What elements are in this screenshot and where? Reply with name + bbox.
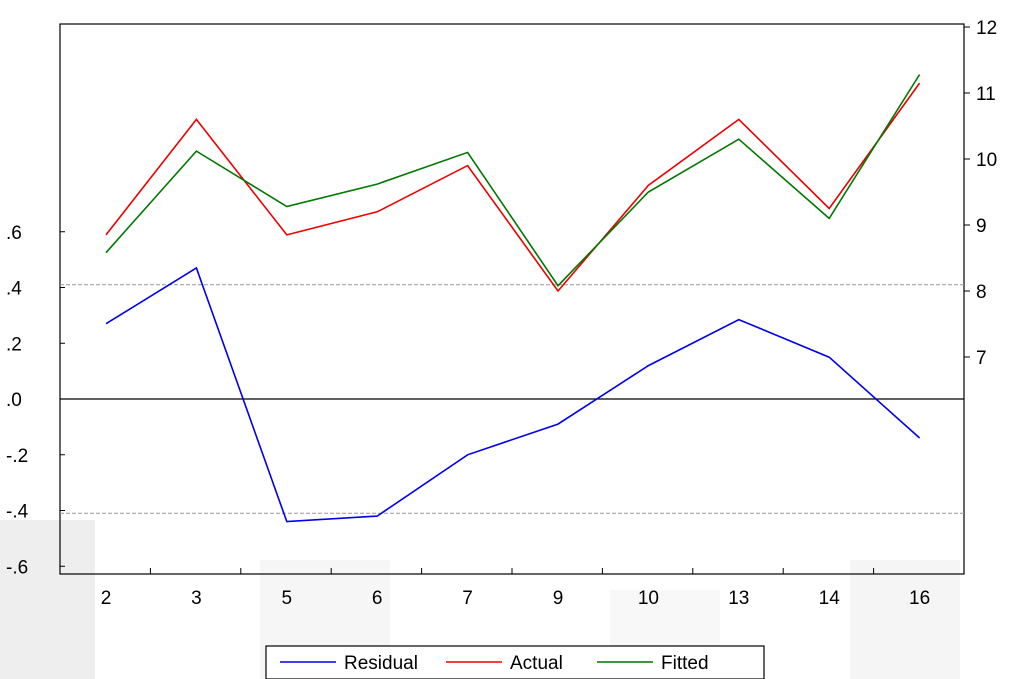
series-line-actual xyxy=(105,82,921,293)
right-axis: 7 8 9 10 11 12 xyxy=(964,18,997,369)
x-tick-label: 7 xyxy=(462,588,473,609)
right-tick-label: 7 xyxy=(976,348,987,369)
x-tick-label: 5 xyxy=(282,588,293,609)
right-tick-label: 9 xyxy=(976,216,987,237)
left-tick-label: .0 xyxy=(6,390,22,411)
right-tick-label: 8 xyxy=(976,282,987,303)
legend-label-fitted: Fitted xyxy=(661,653,709,674)
right-tick-label: 10 xyxy=(976,150,997,171)
x-tick-label: 9 xyxy=(553,588,564,609)
x-tick-label: 16 xyxy=(909,588,930,609)
legend-box xyxy=(265,645,765,679)
x-tick-label: 13 xyxy=(728,588,749,609)
reference-lines xyxy=(60,284,964,514)
x-tick-label: 14 xyxy=(819,588,841,609)
right-tick-label: 11 xyxy=(976,84,996,105)
x-tick-label: 6 xyxy=(372,588,383,609)
left-tick-label: .2 xyxy=(6,334,22,355)
left-tick-label: -.6 xyxy=(6,557,28,578)
series-line-residual xyxy=(105,266,921,523)
x-tick-label: 2 xyxy=(101,588,112,609)
x-tick-label: 3 xyxy=(191,588,202,609)
left-tick-label: .6 xyxy=(6,223,22,244)
legend-label-actual: Actual xyxy=(510,653,563,674)
series-layer xyxy=(105,74,921,523)
legend-items: Residual Actual Fitted xyxy=(280,653,709,674)
legend: Residual Actual Fitted xyxy=(265,645,765,679)
series-line-fitted xyxy=(105,74,921,287)
legend-label-residual: Residual xyxy=(344,653,418,674)
left-tick-label: -.4 xyxy=(6,502,29,523)
left-axis: -.6 -.4 -.2 .0 .2 .4 .6 xyxy=(6,223,65,578)
plot-frame xyxy=(59,23,965,575)
right-tick-label: 12 xyxy=(976,18,997,39)
left-tick-label: .4 xyxy=(6,279,22,300)
watermark xyxy=(0,520,960,679)
x-tick-label: 10 xyxy=(638,588,659,609)
x-axis: 2 3 5 6 7 9 10 13 14 16 xyxy=(59,568,965,609)
left-tick-label: -.2 xyxy=(6,446,28,467)
